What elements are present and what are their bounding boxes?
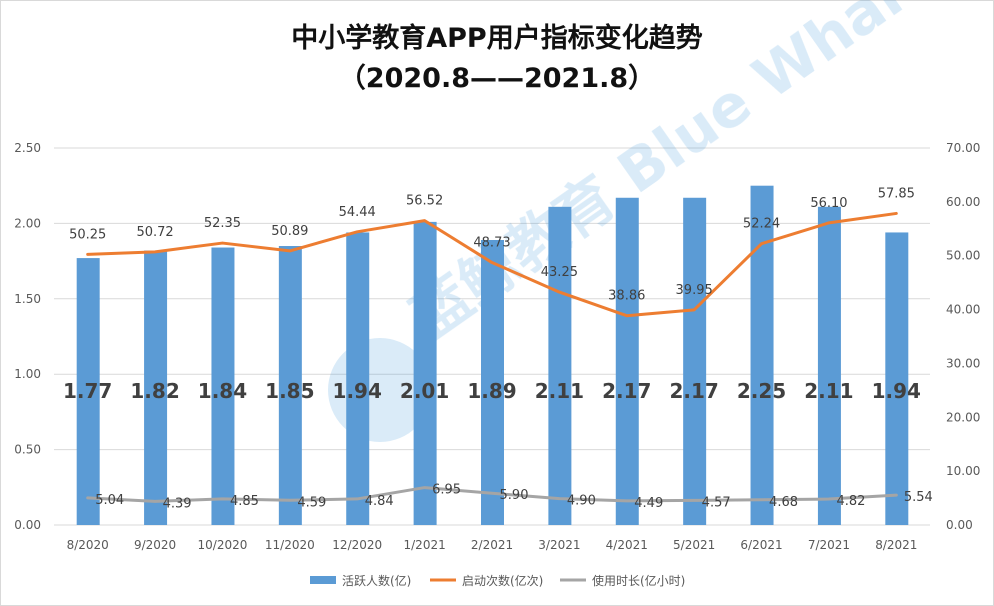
bar-data-label: 2.17 (669, 379, 718, 403)
legend-swatch (310, 576, 336, 584)
bar-data-label: 1.89 (467, 379, 516, 403)
line-data-label: 52.24 (743, 217, 780, 232)
line-data-label: 50.89 (271, 224, 308, 239)
line-data-label: 56.52 (406, 194, 443, 209)
bar-data-label: 1.94 (333, 379, 382, 403)
bar (817, 206, 841, 525)
chart-subtitle: （2020.8——2021.8） (338, 63, 656, 94)
line-data-label: 38.86 (608, 289, 645, 304)
legend-item: 活跃人数(亿) (342, 573, 411, 588)
y-right-tick-label: 30.00 (946, 356, 980, 370)
legend-item: 使用时长(亿小时) (592, 573, 685, 588)
line-data-label: 4.57 (702, 495, 731, 510)
x-tick-label: 11/2020 (265, 538, 315, 552)
line-data-label: 43.25 (541, 265, 578, 280)
line-launches (86, 211, 898, 318)
y-right-tick-label: 0.00 (946, 518, 973, 532)
x-tick-label: 10/2020 (198, 538, 248, 552)
line-data-label: 5.90 (500, 488, 529, 503)
line-data-label: 56.10 (810, 196, 847, 211)
bar-data-label: 2.25 (737, 379, 786, 403)
bar (346, 232, 370, 525)
y-right-tick-label: 10.00 (946, 464, 980, 478)
line-duration (86, 486, 898, 503)
y-left-tick-label: 0.50 (14, 443, 41, 457)
y-right-tick-label: 40.00 (946, 303, 980, 317)
chart-title: 中小学教育APP用户指标变化趋势 (291, 23, 703, 54)
x-tick-label: 5/2021 (673, 538, 715, 552)
line-data-label: 50.25 (69, 227, 106, 242)
bar-data-label: 2.01 (400, 379, 449, 403)
line-data-label: 4.82 (836, 494, 865, 509)
bar (548, 206, 572, 525)
bar-data-label: 1.85 (265, 379, 314, 403)
bar-data-label: 1.84 (198, 379, 247, 403)
bar-data-label: 2.11 (535, 379, 584, 403)
line-data-label: 52.35 (204, 216, 241, 231)
y-left-tick-label: 2.00 (14, 216, 41, 230)
line-data-label: 5.04 (95, 493, 124, 508)
x-tick-label: 4/2021 (606, 538, 648, 552)
line-data-label: 4.59 (297, 495, 326, 510)
bar-data-label: 2.11 (804, 379, 853, 403)
x-tick-label: 8/2021 (875, 538, 917, 552)
line-data-label: 48.73 (473, 236, 510, 251)
bar (278, 246, 302, 525)
line-data-label: 4.49 (634, 496, 663, 511)
x-tick-label: 7/2021 (808, 538, 850, 552)
x-tick-label: 2/2021 (471, 538, 513, 552)
x-tick-label: 12/2020 (332, 538, 382, 552)
line-data-label: 4.68 (769, 495, 798, 510)
x-tick-label: 8/2020 (67, 538, 109, 552)
line-data-label: 57.85 (878, 186, 915, 201)
y-left-tick-label: 1.50 (14, 292, 41, 306)
bar (413, 221, 437, 525)
x-tick-label: 3/2021 (538, 538, 580, 552)
bar-data-label: 1.94 (872, 379, 921, 403)
line-data-label: 4.90 (567, 494, 596, 509)
bar (211, 247, 235, 525)
bar (683, 197, 707, 525)
line-data-label: 4.84 (365, 494, 394, 509)
line-data-label: 5.54 (904, 490, 933, 505)
y-right-tick-label: 70.00 (946, 141, 980, 155)
line-data-label: 39.95 (676, 283, 713, 298)
y-right-tick-label: 20.00 (946, 410, 980, 424)
bar (76, 258, 100, 525)
y-left-tick-label: 2.50 (14, 141, 41, 155)
line-data-label: 50.72 (136, 225, 173, 240)
bar-data-label: 1.82 (130, 379, 179, 403)
line-data-label: 4.39 (163, 496, 192, 511)
line-data-label: 54.44 (339, 205, 376, 220)
bar (750, 185, 774, 525)
bar-data-label: 2.17 (602, 379, 651, 403)
bar-data-label: 1.77 (63, 379, 112, 403)
legend-item: 启动次数(亿次) (462, 573, 543, 588)
bar (144, 250, 168, 525)
bar (615, 197, 639, 525)
bar (885, 232, 909, 525)
x-tick-label: 6/2021 (740, 538, 782, 552)
x-tick-label: 9/2020 (134, 538, 176, 552)
line-data-label: 4.85 (230, 494, 259, 509)
y-left-tick-label: 1.00 (14, 367, 41, 381)
y-right-tick-label: 60.00 (946, 195, 980, 209)
y-left-tick-label: 0.00 (14, 518, 41, 532)
bar (481, 239, 504, 525)
x-tick-label: 1/2021 (404, 538, 446, 552)
line-data-label: 6.95 (432, 483, 461, 498)
y-right-tick-label: 50.00 (946, 249, 980, 263)
